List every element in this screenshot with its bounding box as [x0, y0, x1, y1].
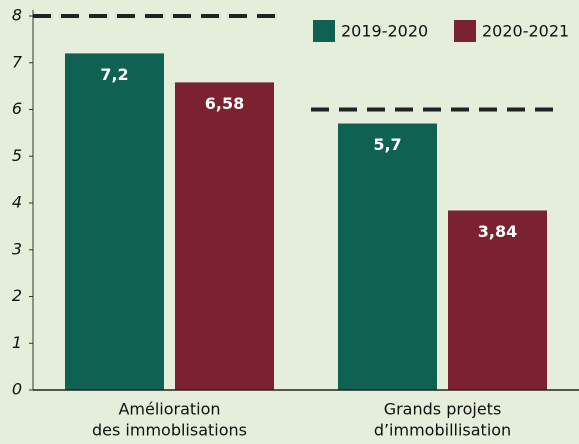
- y-tick-label: 2: [12, 286, 22, 305]
- legend-swatch: [313, 20, 335, 42]
- bar: [338, 123, 437, 391]
- y-tick-label: 0: [12, 380, 22, 399]
- legend-label: 2019-2020: [341, 22, 428, 41]
- bar: [65, 53, 164, 391]
- x-tick-label: Grands projets: [384, 400, 502, 419]
- bar: [175, 82, 274, 390]
- x-tick-label: d’immobillisation: [374, 421, 511, 440]
- y-tick-label: 5: [12, 146, 22, 165]
- y-tick-label: 7: [12, 52, 23, 71]
- value-label: 6,58: [205, 94, 244, 113]
- y-tick-label: 8: [12, 6, 22, 25]
- y-tick-label: 3: [12, 239, 22, 258]
- bar: [448, 210, 547, 390]
- x-tick-label: Amélioration: [118, 400, 220, 419]
- y-tick-label: 4: [12, 193, 22, 212]
- x-tick-label: des immoblisations: [92, 421, 247, 440]
- value-label: 7,2: [100, 65, 128, 84]
- value-label: 3,84: [478, 222, 517, 241]
- legend-label: 2020-2021: [482, 22, 569, 41]
- legend-swatch: [454, 20, 476, 42]
- y-tick-label: 1: [12, 333, 22, 352]
- value-label: 5,7: [373, 135, 401, 154]
- y-tick-label: 6: [12, 99, 22, 118]
